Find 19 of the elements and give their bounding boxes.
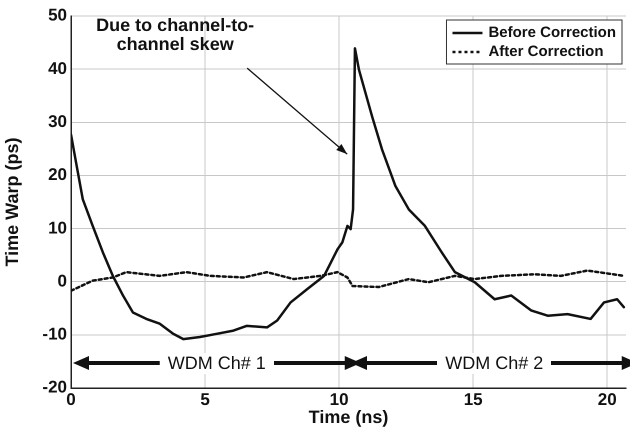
- y-tick-label: 30: [48, 112, 67, 131]
- annotation: Due to channel-to-channel skew: [96, 15, 254, 54]
- x-tick-label: 5: [200, 390, 210, 409]
- x-tick-label: 15: [464, 390, 483, 409]
- x-tick-label: 10: [330, 390, 349, 409]
- y-tick-label: 10: [48, 218, 67, 238]
- y-tick-label: 20: [48, 165, 67, 184]
- annotation: WDM Ch# 1: [160, 352, 274, 374]
- annotation: WDM Ch# 2: [437, 352, 552, 374]
- y-tick-label: -20: [42, 378, 67, 397]
- legend-label: After Correction: [488, 43, 604, 60]
- y-tick-label: 40: [48, 58, 67, 78]
- y-tick-label: 50: [48, 6, 67, 25]
- x-axis-title: Time (ns): [308, 407, 388, 428]
- legend-label: Before Correction: [488, 24, 616, 42]
- y-tick-label: 0: [58, 271, 67, 290]
- y-axis-title: Time Warp (ps): [2, 137, 22, 267]
- x-tick-label: 20: [598, 390, 617, 409]
- y-tick-label: -10: [42, 324, 67, 344]
